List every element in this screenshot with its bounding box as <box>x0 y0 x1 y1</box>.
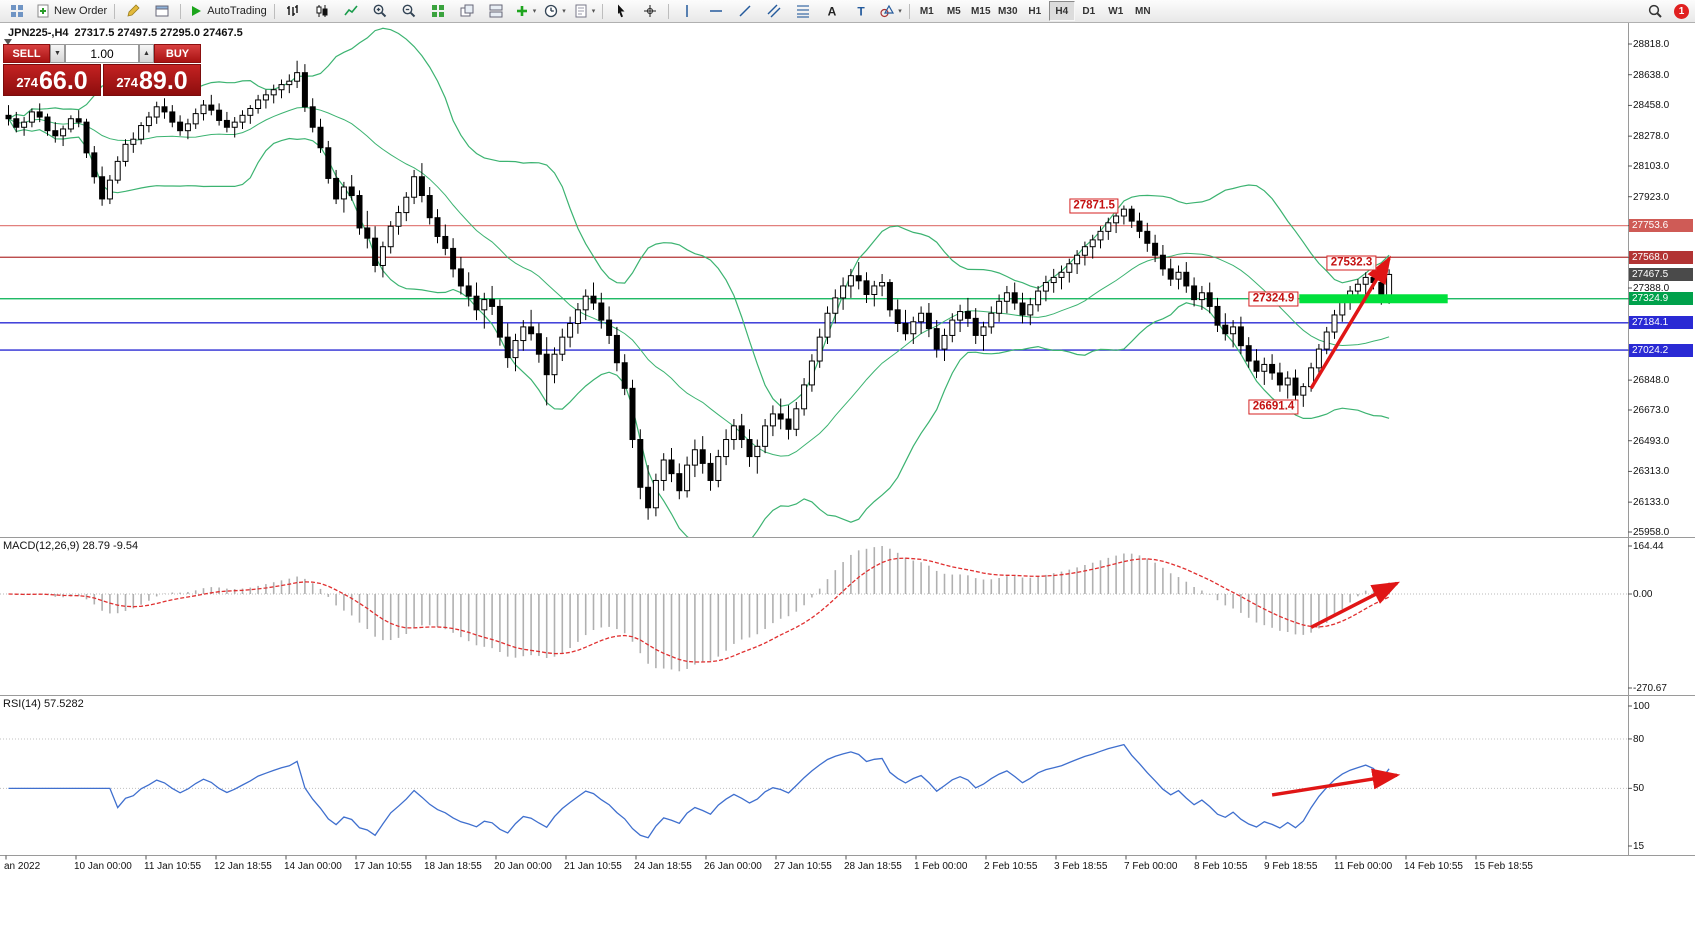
periods-icon[interactable]: ▾ <box>540 0 569 22</box>
timeframe-button-D1[interactable]: D1 <box>1082 5 1096 17</box>
time-axis-label: 11 Jan 10:55 <box>144 861 202 872</box>
toolbar-separator <box>908 3 910 19</box>
toolbar-separator <box>602 3 604 19</box>
volume-down-button[interactable]: ▼ <box>50 44 65 63</box>
macd-signal-line <box>8 557 1390 663</box>
toolbar-separator <box>273 3 275 19</box>
time-axis-label: 26 Jan 00:00 <box>704 861 762 872</box>
crosshair-icon[interactable] <box>636 0 664 22</box>
sell-button[interactable]: SELL <box>3 44 50 63</box>
time-axis-label: 14 Feb 10:55 <box>1404 861 1463 872</box>
time-axis[interactable]: an 2022 10 Jan 00:00 11 Jan 10:55 12 Jan 18… <box>4 855 1533 873</box>
line-chart-icon[interactable] <box>337 0 365 22</box>
charts-grid-icon[interactable] <box>3 0 31 22</box>
time-axis-label: 17 Jan 10:55 <box>354 861 412 872</box>
time-axis-label: an 2022 <box>4 861 41 872</box>
macd-pane <box>0 546 1628 672</box>
timeframe-button-H4[interactable]: H4 <box>1048 1 1075 21</box>
timeframe-button-W1[interactable]: W1 <box>1108 5 1124 17</box>
rsi-pane <box>0 738 1628 839</box>
buy-price[interactable]: 274 89.0 <box>103 64 201 96</box>
data-window-icon[interactable] <box>148 0 176 22</box>
timeframe-button-MN[interactable]: MN <box>1135 5 1151 17</box>
search-icon[interactable] <box>1641 0 1669 22</box>
volume-input[interactable] <box>65 44 139 63</box>
metaeditor-icon[interactable] <box>119 0 147 22</box>
time-axis-label: 28 Jan 18:55 <box>844 861 902 872</box>
svg-text:T: T <box>858 5 866 19</box>
cascade-windows-icon[interactable] <box>453 0 481 22</box>
toolbar-separator <box>114 3 116 19</box>
time-axis-label: 15 Feb 18:55 <box>1474 861 1533 872</box>
add-indicator-icon[interactable]: ▾ <box>516 6 537 16</box>
horizontal-line-icon[interactable] <box>702 0 730 22</box>
timeframe-button-M1[interactable]: M1 <box>919 5 934 17</box>
order-entry-row: SELL ▼ ▲ BUY <box>3 44 201 63</box>
trendline-icon[interactable] <box>731 0 759 22</box>
time-axis-label: 10 Jan 00:00 <box>74 861 132 872</box>
toolbar: New Order AutoTrading ▾ ▾ ▾ A T ▾ M1 M5 M15 M30 H1 H4… <box>0 0 1695 23</box>
time-axis-label: 9 Feb 18:55 <box>1264 861 1318 872</box>
main-trend-arrow <box>1309 255 1391 390</box>
candles-layer <box>5 60 1393 520</box>
zoom-in-icon[interactable] <box>366 0 394 22</box>
tile-windows-icon[interactable] <box>424 0 452 22</box>
time-axis-label: 7 Feb 00:00 <box>1124 861 1178 872</box>
time-axis-label: 8 Feb 10:55 <box>1194 861 1248 872</box>
bollinger-bands <box>7 27 1390 537</box>
templates-icon[interactable]: ▾ <box>570 0 599 22</box>
rsi-trend-arrow <box>1271 768 1401 797</box>
time-axis-label: 18 Jan 18:55 <box>424 861 482 872</box>
timeframe-button-M15[interactable]: M15 <box>971 5 991 17</box>
label-icon[interactable]: T <box>847 0 875 22</box>
arrows-icon[interactable]: ▾ <box>876 0 905 22</box>
timeframe-button-H1[interactable]: H1 <box>1028 5 1042 17</box>
panel-frame <box>0 22 1695 856</box>
time-axis-label: 20 Jan 00:00 <box>494 861 552 872</box>
time-axis-label: 12 Jan 18:55 <box>214 861 272 872</box>
time-axis-label: 3 Feb 18:55 <box>1054 861 1108 872</box>
support-zone-highlight[interactable] <box>1299 294 1448 304</box>
bar-chart-icon[interactable] <box>279 0 307 22</box>
buy-button[interactable]: BUY <box>154 44 201 63</box>
time-axis-label: 11 Feb 00:00 <box>1334 861 1393 872</box>
candlestick-chart-icon[interactable] <box>308 0 336 22</box>
cursor-icon[interactable] <box>607 0 635 22</box>
time-axis-label: 24 Jan 18:55 <box>634 861 692 872</box>
zoom-out-icon[interactable] <box>395 0 423 22</box>
vertical-line-icon[interactable] <box>673 0 701 22</box>
channel-icon[interactable] <box>760 0 788 22</box>
timeframe-button-M5[interactable]: M5 <box>946 5 961 17</box>
volume-up-button[interactable]: ▲ <box>139 44 154 63</box>
timeframe-button-M30[interactable]: M30 <box>998 5 1018 17</box>
notification-badge[interactable]: 1 <box>1674 3 1689 19</box>
annotation-arrows[interactable] <box>1271 255 1401 797</box>
toolbar-separator <box>668 3 670 19</box>
sell-price[interactable]: 274 66.0 <box>3 64 101 96</box>
time-axis-label: 27 Jan 10:55 <box>774 861 832 872</box>
time-axis-label: 1 Feb 00:00 <box>914 861 968 872</box>
time-axis-label: 2 Feb 10:55 <box>984 861 1038 872</box>
toolbar-right: 1 <box>1641 0 1692 22</box>
fibonacci-icon[interactable] <box>789 0 817 22</box>
text-icon[interactable]: A <box>818 0 846 22</box>
autotrading-button[interactable]: AutoTrading <box>185 0 270 22</box>
rsi-line <box>8 743 1390 839</box>
toolbar-separator <box>180 3 182 19</box>
arrange-windows-icon[interactable] <box>482 0 510 22</box>
toolbar-left: New Order AutoTrading ▾ ▾ ▾ A T ▾ M1 M5 M15 M30 H1 H4… <box>3 0 1156 22</box>
order-price-row: 274 66.0 274 89.0 <box>3 64 201 96</box>
macd-trend-arrow <box>1310 581 1401 629</box>
time-axis-label: 14 Jan 00:00 <box>284 861 342 872</box>
time-axis-label: 21 Jan 10:55 <box>564 861 622 872</box>
svg-text:A: A <box>828 5 837 19</box>
new-order-button[interactable]: New Order <box>32 0 110 22</box>
